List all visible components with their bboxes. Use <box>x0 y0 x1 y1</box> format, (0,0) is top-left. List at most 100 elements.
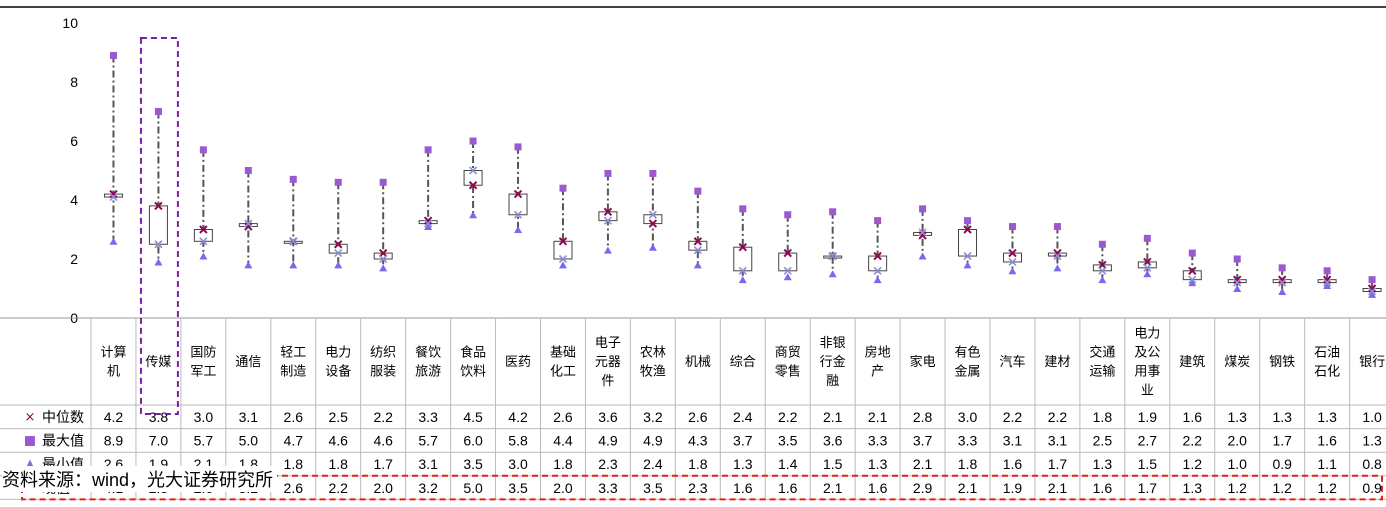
current-marker <box>828 251 837 261</box>
min-marker <box>1368 290 1377 298</box>
current-marker <box>1098 266 1107 275</box>
max-marker <box>1098 240 1106 248</box>
table-value: 1.1 <box>1317 456 1337 472</box>
table-value: 3.3 <box>598 480 618 496</box>
table-value: 3.2 <box>418 480 438 496</box>
iqr-box <box>148 205 168 245</box>
max-marker <box>874 217 882 225</box>
table-value: 1.6 <box>778 480 798 496</box>
median-marker <box>423 216 433 225</box>
current-marker <box>469 166 478 175</box>
table-value: 4.5 <box>463 409 483 425</box>
category-label: 综合 <box>730 355 756 370</box>
category-label: 融 <box>826 374 839 389</box>
max-marker <box>469 137 477 145</box>
table-value: 2.3 <box>688 480 708 496</box>
median-marker <box>963 225 972 234</box>
iqr-box <box>508 193 528 216</box>
table-value: 1.6 <box>1317 433 1337 449</box>
max-marker <box>829 208 837 216</box>
min-marker <box>469 211 478 219</box>
table-value: 4.3 <box>688 433 708 449</box>
min-marker <box>1323 282 1332 290</box>
max-marker <box>1323 267 1331 275</box>
table-value: 3.1 <box>418 456 438 472</box>
table-value: 3.1 <box>1003 433 1023 449</box>
table-value: 2.2 <box>373 409 393 425</box>
max-marker <box>154 108 162 115</box>
table-value: 1.7 <box>1048 456 1068 472</box>
category-label: 件 <box>601 374 614 389</box>
category-label: 牧渔 <box>640 365 666 380</box>
table-value: 4.9 <box>598 433 618 449</box>
median-marker <box>1188 266 1197 276</box>
table-value: 2.2 <box>328 480 348 496</box>
median-marker <box>738 242 747 252</box>
median-marker <box>1053 248 1062 258</box>
legend-marker: ■ <box>24 434 36 449</box>
max-marker <box>1008 223 1016 231</box>
table-value: 4.2 <box>104 409 124 425</box>
max-marker <box>784 211 792 219</box>
table-value: 3.8 <box>149 409 169 425</box>
category-label: 基础 <box>550 346 576 361</box>
min-marker <box>558 261 567 269</box>
category-label: 机械 <box>685 355 711 370</box>
table-value: 2.0 <box>373 480 393 496</box>
min-marker <box>783 273 792 281</box>
table-value: 3.5 <box>643 480 663 496</box>
median-marker <box>1322 275 1332 284</box>
table-value: 2.5 <box>1093 433 1113 449</box>
category-label: 军工 <box>190 365 216 380</box>
highlight-column-box <box>139 37 179 415</box>
category-label: 石油 <box>1314 346 1340 361</box>
table-value: 1.6 <box>1093 480 1113 496</box>
median-marker <box>1143 257 1152 267</box>
table-value: 3.3 <box>958 433 978 449</box>
y-tick-label: 8 <box>70 74 78 90</box>
table-value: 1.8 <box>958 456 978 472</box>
row-label: 最大值 <box>42 434 84 450</box>
category-label: 农林 <box>640 346 666 361</box>
current-marker <box>603 216 612 225</box>
category-label: 业 <box>1141 384 1154 399</box>
table-value: 1.5 <box>823 456 843 472</box>
max-marker <box>424 146 432 154</box>
category-label: 家电 <box>910 354 936 370</box>
table-value: 3.7 <box>913 433 933 449</box>
min-marker <box>693 261 702 269</box>
median-marker <box>648 219 658 228</box>
category-label: 饮料 <box>460 365 486 380</box>
table-value: 4.7 <box>284 433 304 449</box>
table-value: 2.1 <box>1048 480 1068 496</box>
table-value: 3.0 <box>508 456 528 472</box>
table-value: 2.4 <box>643 456 663 472</box>
category-label: 通信 <box>235 355 261 370</box>
category-label: 服装 <box>370 365 396 380</box>
table-value: 2.6 <box>553 409 573 425</box>
table-value: 1.3 <box>1272 409 1292 425</box>
current-marker <box>244 219 253 228</box>
max-marker <box>334 178 342 186</box>
median-marker <box>873 251 882 261</box>
current-marker <box>1053 251 1062 261</box>
current-marker <box>873 266 882 275</box>
category-label: 零售 <box>775 364 801 380</box>
min-marker <box>828 270 837 278</box>
table-value: 1.9 <box>1138 409 1158 425</box>
table-value: 1.2 <box>1183 456 1203 472</box>
table-value: 1.7 <box>1272 433 1292 449</box>
table-value: 3.0 <box>194 409 214 425</box>
category-label: 行金 <box>820 354 846 370</box>
min-marker <box>1098 276 1107 284</box>
table-value: 1.3 <box>868 456 888 472</box>
min-marker <box>1008 267 1017 275</box>
table-value: 2.0 <box>1227 433 1247 449</box>
table-value: 7.0 <box>149 433 169 449</box>
table-value: 3.5 <box>508 480 528 496</box>
category-label: 房地 <box>865 345 891 361</box>
plot-area <box>103 51 1382 298</box>
table-value: 3.3 <box>418 409 438 425</box>
current-marker <box>1233 278 1242 287</box>
